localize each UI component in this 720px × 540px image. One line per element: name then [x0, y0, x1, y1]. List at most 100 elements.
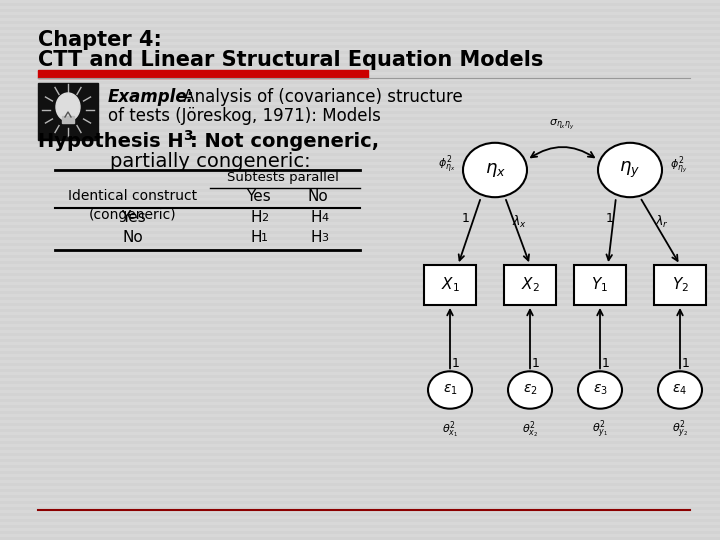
- Bar: [0, 21, 720, 24]
- Bar: [0, 507, 720, 510]
- Text: $\eta_x$: $\eta_x$: [485, 161, 505, 179]
- Bar: [0, 363, 720, 366]
- Bar: [0, 387, 720, 390]
- Bar: [0, 39, 720, 42]
- Bar: [0, 525, 720, 528]
- Bar: [0, 153, 720, 156]
- Bar: [0, 369, 720, 372]
- Bar: [0, 75, 720, 78]
- Text: 1: 1: [532, 357, 540, 370]
- Bar: [0, 195, 720, 198]
- Text: $\theta^2_{y_1}$: $\theta^2_{y_1}$: [592, 418, 608, 441]
- Bar: [654, 265, 706, 305]
- Text: No: No: [307, 189, 328, 204]
- Text: CTT and Linear Structural Equation Models: CTT and Linear Structural Equation Model…: [38, 50, 544, 70]
- Bar: [0, 459, 720, 462]
- Text: Subtests parallel: Subtests parallel: [227, 171, 339, 184]
- Bar: [0, 207, 720, 210]
- Bar: [0, 381, 720, 384]
- Bar: [0, 171, 720, 174]
- Bar: [0, 273, 720, 276]
- Bar: [0, 219, 720, 222]
- Bar: [0, 453, 720, 456]
- Text: Chapter 4:: Chapter 4:: [38, 30, 162, 50]
- Bar: [0, 177, 720, 180]
- Bar: [0, 279, 720, 282]
- Text: : Not congeneric,: : Not congeneric,: [190, 132, 379, 151]
- Text: 1: 1: [462, 212, 470, 225]
- Bar: [0, 201, 720, 204]
- Ellipse shape: [658, 372, 702, 409]
- Text: $\sigma_{\eta_x\eta_y}$: $\sigma_{\eta_x\eta_y}$: [549, 118, 575, 132]
- Text: $\theta^2_{x_2}$: $\theta^2_{x_2}$: [522, 418, 538, 440]
- Bar: [0, 465, 720, 468]
- Bar: [0, 441, 720, 444]
- Text: 2: 2: [261, 213, 268, 223]
- Ellipse shape: [508, 372, 552, 409]
- Bar: [0, 255, 720, 258]
- Bar: [38, 70, 368, 78]
- Bar: [0, 231, 720, 234]
- Bar: [0, 87, 720, 90]
- Bar: [0, 123, 720, 126]
- Text: $Y_1$: $Y_1$: [592, 275, 608, 294]
- Text: $\lambda_x$: $\lambda_x$: [513, 214, 528, 230]
- Text: $\theta^2_{y_2}$: $\theta^2_{y_2}$: [672, 418, 688, 441]
- Bar: [504, 265, 556, 305]
- Bar: [0, 261, 720, 264]
- Text: 3: 3: [183, 129, 193, 143]
- Bar: [0, 63, 720, 66]
- Bar: [0, 477, 720, 480]
- Bar: [0, 519, 720, 522]
- Bar: [0, 423, 720, 426]
- Bar: [0, 243, 720, 246]
- Bar: [0, 483, 720, 486]
- Text: No: No: [122, 230, 143, 245]
- Text: $\lambda_r$: $\lambda_r$: [655, 214, 669, 230]
- Bar: [0, 15, 720, 18]
- Text: 1: 1: [682, 357, 690, 370]
- Bar: [0, 159, 720, 162]
- Ellipse shape: [463, 143, 527, 197]
- Bar: [0, 237, 720, 240]
- Text: Yes: Yes: [121, 210, 145, 225]
- Bar: [0, 297, 720, 300]
- Text: of tests (Jöreskog, 1971): Models: of tests (Jöreskog, 1971): Models: [108, 107, 381, 125]
- Bar: [62, 116, 74, 123]
- Ellipse shape: [56, 93, 80, 121]
- Bar: [0, 333, 720, 336]
- Bar: [0, 27, 720, 30]
- Bar: [0, 417, 720, 420]
- Bar: [0, 3, 720, 6]
- Bar: [0, 537, 720, 540]
- Text: Analysis of (covariance) structure: Analysis of (covariance) structure: [178, 88, 463, 106]
- Text: $\phi^2_{\eta_x}$: $\phi^2_{\eta_x}$: [438, 154, 455, 176]
- Bar: [0, 327, 720, 330]
- Bar: [0, 315, 720, 318]
- Text: H: H: [310, 210, 322, 225]
- Text: 1: 1: [602, 357, 610, 370]
- Bar: [0, 33, 720, 36]
- Bar: [0, 351, 720, 354]
- Bar: [0, 291, 720, 294]
- Bar: [0, 213, 720, 216]
- Bar: [0, 57, 720, 60]
- Bar: [0, 93, 720, 96]
- Bar: [0, 183, 720, 186]
- Bar: [0, 225, 720, 228]
- Bar: [0, 51, 720, 54]
- Bar: [0, 501, 720, 504]
- Bar: [0, 405, 720, 408]
- Bar: [0, 339, 720, 342]
- Bar: [0, 435, 720, 438]
- Ellipse shape: [578, 372, 622, 409]
- Text: $Y_2$: $Y_2$: [672, 275, 688, 294]
- Text: $\phi^2_{\eta_y}$: $\phi^2_{\eta_y}$: [670, 154, 688, 176]
- Bar: [0, 471, 720, 474]
- Bar: [0, 429, 720, 432]
- Bar: [0, 81, 720, 84]
- Text: Yes: Yes: [246, 189, 271, 204]
- Bar: [0, 399, 720, 402]
- Bar: [0, 411, 720, 414]
- Bar: [0, 141, 720, 144]
